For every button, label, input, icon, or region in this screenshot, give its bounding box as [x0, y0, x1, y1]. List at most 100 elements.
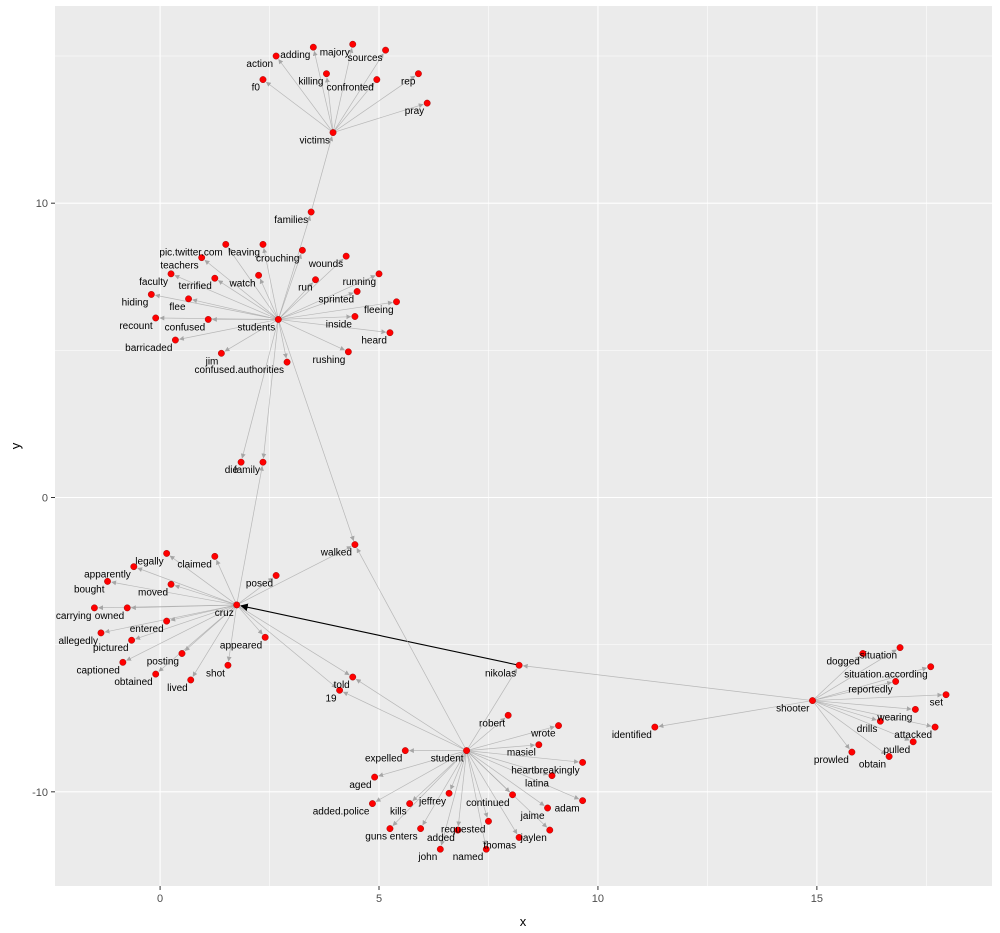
edge-cruz-to-legally — [169, 555, 237, 606]
node-label-obtain: obtain — [859, 760, 886, 771]
node-label-action: action — [246, 59, 273, 70]
node-label-pray: pray — [405, 106, 424, 117]
node-label-run: run — [298, 283, 312, 294]
node-drills — [876, 717, 884, 725]
edge-shooter-to-drills — [812, 700, 877, 722]
node-sprinted — [353, 288, 361, 295]
node-running — [375, 270, 383, 278]
y-axis-ticks: -10 0 10 — [32, 198, 55, 799]
node-label-expelled: expelled — [365, 754, 402, 765]
node-label-heartbreakingly: heartbreakingly — [511, 765, 579, 776]
node-label-set: set — [930, 698, 944, 709]
edge-students-to-walked — [277, 319, 355, 542]
edge-nikolas-to-cruz — [240, 603, 520, 666]
node-confronted — [373, 76, 381, 83]
edge-shooter-to-pulled — [812, 700, 910, 741]
node-john — [436, 845, 444, 853]
node-label-robert: robert — [479, 718, 505, 729]
edge-victims-to-sources — [332, 53, 384, 133]
edge-victims-to-adding — [312, 50, 334, 133]
edge-cruz-to-moved — [174, 584, 237, 606]
edge-shooter-to-dogged — [812, 656, 861, 701]
node-identified — [651, 723, 659, 731]
node-masiel — [535, 741, 543, 749]
node-claimed — [211, 552, 219, 560]
node-label-prowled: prowled — [814, 755, 849, 766]
node-jim — [217, 349, 225, 357]
node-thomas — [515, 834, 523, 841]
node-label-carrying: carrying — [56, 611, 92, 622]
edge-students-to-jim — [224, 319, 279, 352]
node-label-running: running — [343, 277, 376, 288]
node-label-claimed: claimed — [177, 559, 211, 570]
node-label-faculty: faculty — [139, 277, 168, 288]
node-entered — [163, 617, 171, 625]
edge-student-to-guns — [392, 750, 467, 826]
node-legally — [163, 550, 171, 557]
node-pic.twitter.com — [222, 240, 230, 248]
node-adding — [309, 43, 317, 51]
edge-shooter-to-nikolas — [522, 663, 813, 701]
node-label-f0: f0 — [252, 83, 261, 94]
edge-student-to-adam — [466, 750, 580, 800]
node-label-barricaded: barricaded — [125, 343, 172, 354]
node-label-attacked: attacked — [894, 730, 932, 741]
edge-student-to-masiel — [466, 742, 536, 751]
node-label-teachers: teachers — [160, 261, 198, 272]
node-label-shot: shot — [206, 668, 225, 679]
x-axis-title: x — [520, 914, 527, 929]
node-label-requested: requested — [441, 824, 485, 835]
node-posed — [272, 572, 280, 579]
node-jaime — [544, 804, 551, 812]
edge-students-to-pic.twitter.com — [227, 247, 279, 320]
node-expelled — [401, 747, 409, 755]
node-label-pictured: pictured — [93, 643, 129, 654]
node-leaving — [259, 240, 267, 248]
node-label-wearing: wearing — [876, 712, 912, 723]
edge-students-to-faculty — [174, 274, 279, 320]
x-axis-ticks: 0 5 10 15 — [157, 886, 823, 905]
node-wounds — [342, 252, 350, 260]
edge-shooter-to-attacked — [812, 700, 932, 728]
node-19 — [336, 686, 344, 694]
edge-victims-to-rep — [332, 75, 416, 133]
node-label-confused: confused — [165, 322, 206, 333]
node-action — [272, 52, 280, 60]
edge-victims-to-pray — [332, 103, 424, 133]
node-terrified — [211, 274, 219, 282]
x-tick-label: 15 — [811, 893, 823, 905]
edge-cruz-to-bought — [111, 580, 237, 606]
node-appeared — [261, 633, 269, 641]
edge-cruz-to-told — [236, 604, 350, 676]
node-label-shooter: shooter — [776, 704, 810, 715]
node-posting — [178, 650, 186, 657]
node-family — [259, 458, 267, 466]
edge-students-to-run — [278, 282, 313, 320]
node-label-lived: lived — [167, 683, 188, 694]
node-pray — [423, 99, 431, 107]
edge-student-to-told — [355, 679, 467, 751]
edge-shooter-to-wearing — [812, 700, 912, 712]
edge-cruz-to-apparently — [137, 567, 237, 606]
node-added.police — [369, 800, 376, 807]
edge-student-to-john — [440, 750, 467, 846]
node-adam — [579, 797, 587, 805]
node-label-adam: adam — [555, 804, 580, 815]
node-label-crouching: crouching — [256, 253, 299, 264]
node-added — [454, 826, 462, 834]
node-victims — [329, 129, 337, 136]
node-label-guns: guns — [365, 832, 387, 843]
edge-students-to-rushing — [278, 319, 345, 351]
node-nikolas — [515, 661, 523, 669]
node-obtained — [152, 670, 160, 678]
node-label-dogged: dogged — [826, 656, 859, 667]
node-label-family: family — [234, 465, 260, 476]
edge-students-to-hiding — [154, 293, 279, 320]
edge-students-to-heard — [278, 319, 387, 335]
edge-shooter-to-prowled — [812, 700, 850, 750]
edge-student-to-heartbreakingly — [466, 750, 579, 764]
node-barricaded — [172, 336, 179, 344]
node-label-legally: legally — [135, 556, 163, 567]
node-f0 — [259, 76, 267, 83]
